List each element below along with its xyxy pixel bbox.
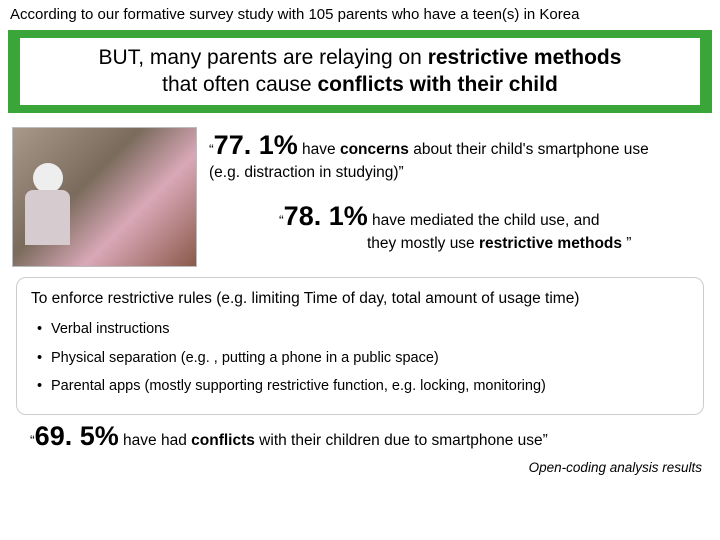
parent-teen-photo bbox=[12, 127, 197, 267]
list-item: Verbal instructions bbox=[37, 319, 689, 339]
list-item: Physical separation (e.g. , putting a ph… bbox=[37, 348, 689, 368]
stat1-bold: concerns bbox=[340, 141, 409, 158]
stat1-text-b: about their child's smartphone use bbox=[409, 141, 649, 158]
bottom-bold: conflicts bbox=[191, 432, 255, 449]
bottom-text-b: with their children due to smartphone us… bbox=[255, 432, 548, 449]
stat2-line2a: they mostly use bbox=[367, 235, 479, 252]
bottom-text-a: have had bbox=[119, 432, 191, 449]
headline-text: BUT, many parents are relaying on restri… bbox=[20, 38, 700, 105]
pct-78: 78. 1% bbox=[284, 201, 368, 231]
headline-banner: BUT, many parents are relaying on restri… bbox=[8, 30, 712, 113]
list-item: Parental apps (mostly supporting restric… bbox=[37, 376, 689, 396]
stats-block: “77. 1% have concerns about their child'… bbox=[209, 127, 708, 267]
stat1-line2: (e.g. distraction in studying)” bbox=[209, 163, 708, 184]
pct-77: 77. 1% bbox=[214, 130, 298, 160]
banner-bold1: restrictive methods bbox=[428, 46, 622, 69]
stat1-text-a: have bbox=[298, 141, 340, 158]
stat2-line2b: ” bbox=[622, 235, 631, 252]
analysis-note: Open-coding analysis results bbox=[529, 460, 702, 475]
banner-bold2: conflicts with their child bbox=[317, 73, 557, 96]
rules-list: Verbal instructions Physical separation … bbox=[31, 319, 689, 396]
stat2-text: have mediated the child use, and bbox=[368, 212, 600, 229]
mid-section: “77. 1% have concerns about their child'… bbox=[0, 113, 720, 269]
stat2-bold: restrictive methods bbox=[479, 235, 622, 252]
pct-69: 69. 5% bbox=[35, 421, 119, 451]
stat-concerns: “77. 1% have concerns about their child'… bbox=[209, 127, 708, 184]
stat-mediated: “78. 1% have mediated the child use, and… bbox=[209, 198, 708, 255]
restrictive-rules-box: To enforce restrictive rules (e.g. limit… bbox=[16, 277, 704, 416]
banner-prefix: BUT, many parents are relaying on bbox=[99, 46, 428, 69]
banner-mid: that often cause bbox=[162, 73, 317, 96]
survey-intro: According to our formative survey study … bbox=[0, 0, 720, 27]
box-heading: To enforce restrictive rules (e.g. limit… bbox=[31, 288, 689, 310]
stat-conflicts: “69. 5% have had conflicts with their ch… bbox=[0, 415, 720, 452]
